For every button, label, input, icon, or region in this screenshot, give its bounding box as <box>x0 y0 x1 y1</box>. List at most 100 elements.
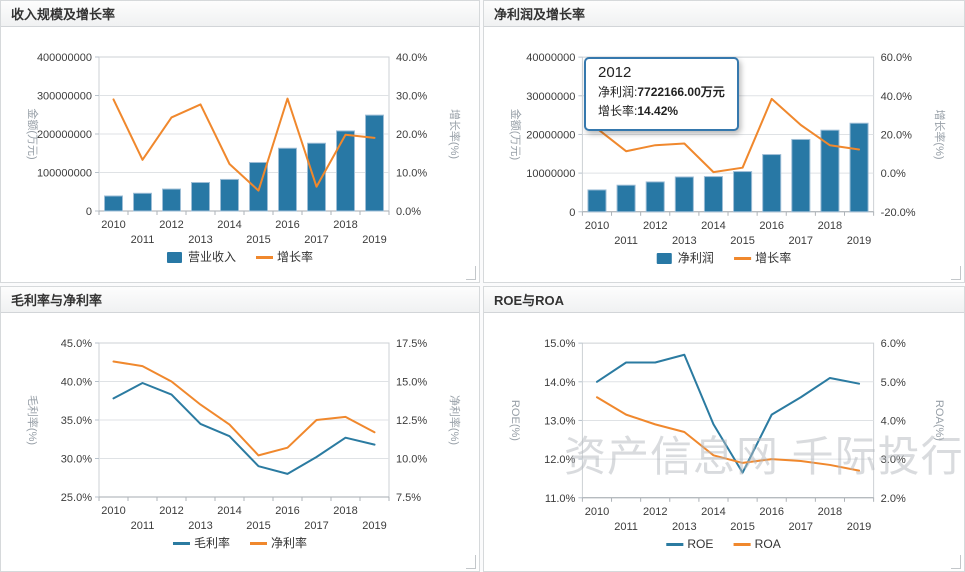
right-axis-title: ROA(%) <box>933 400 945 441</box>
panel-body: 11.0% 12.0% 13.0% 14.0% 15.0% 2.0% 3.0% 4.0% 5.0… <box>484 313 964 571</box>
bar[interactable] <box>733 171 753 213</box>
left-axis-tick-label: 13.0% <box>544 415 575 427</box>
right-axis-tick-label: 0.0% <box>396 206 421 218</box>
right-axis-title: 增长率(%) <box>933 109 947 159</box>
x-axis-label: 2010 <box>101 219 125 231</box>
line-series[interactable] <box>112 97 376 192</box>
left-axis-tick-label: 30000000 <box>526 91 575 103</box>
bar-series <box>104 114 384 212</box>
bar[interactable] <box>820 129 840 213</box>
bar[interactable] <box>762 154 782 213</box>
right-axis-tick-label: 5.0% <box>881 377 906 389</box>
right-axis-tick-label: 3.0% <box>881 454 906 466</box>
left-axis-tick-label: 14.0% <box>544 377 575 389</box>
left-axis-tick-label: 10000000 <box>526 168 575 180</box>
x-axis-label: 2016 <box>759 220 784 232</box>
left-axis-tick-label: 11.0% <box>545 493 576 505</box>
panel-revenue-growth: 收入规模及增长率 0 100000000 200000000 300000000 400… <box>0 0 480 283</box>
right-axis-tick-label: 17.5% <box>396 338 427 350</box>
x-axis-label: 2017 <box>304 234 328 246</box>
x-axis-label: 2012 <box>159 219 183 231</box>
bar-series <box>587 122 869 213</box>
right-axis-tick-label: 4.0% <box>881 415 906 427</box>
x-axis-label: 2015 <box>246 234 270 246</box>
tooltip-label: 增长率: <box>598 104 638 119</box>
x-axis-label: 2010 <box>585 506 610 518</box>
x-axis-label: 2016 <box>759 506 784 518</box>
x-axis-label: 2012 <box>643 220 668 232</box>
x-axis-label: 2014 <box>701 506 726 518</box>
legend: 净利润 增长率 <box>656 250 791 265</box>
legend-item[interactable]: 毛利率 <box>172 535 230 550</box>
x-axis-label: 2015 <box>730 521 755 533</box>
bar[interactable] <box>703 176 723 213</box>
legend-label: 营业收入 <box>188 250 236 264</box>
left-axis-title: 毛利率(%) <box>26 395 40 445</box>
legend-item[interactable]: 增长率 <box>256 249 313 264</box>
left-axis-title: 金额(万元) <box>26 108 40 159</box>
line-series[interactable] <box>595 396 861 472</box>
bar[interactable] <box>849 122 869 213</box>
bar[interactable] <box>133 192 152 212</box>
line-series[interactable] <box>595 97 861 174</box>
x-axis-label: 2013 <box>672 521 697 533</box>
panel-header: ROE与ROA <box>484 287 964 313</box>
legend: 毛利率 净利率 <box>172 535 307 550</box>
legend-item[interactable]: ROE <box>666 537 713 551</box>
x-axis-label: 2014 <box>217 219 241 231</box>
x-axis-label: 2016 <box>275 219 299 231</box>
left-axis-tick-label: 15.0% <box>544 338 575 350</box>
legend: 营业收入 增长率 <box>166 249 313 264</box>
tooltip-row-growth: 增长率:14.42% <box>598 102 725 121</box>
bar[interactable] <box>365 114 384 212</box>
x-axis-label: 2017 <box>304 520 328 532</box>
legend-item[interactable]: 净利润 <box>656 251 714 265</box>
tooltip-year: 2012 <box>598 64 632 81</box>
x-axis-label: 2015 <box>730 235 755 247</box>
line-series[interactable] <box>595 353 861 474</box>
panel-body: 0 10000000 20000000 30000000 40000000 -20.0% 0… <box>484 27 964 282</box>
bar[interactable] <box>307 142 326 212</box>
legend-item[interactable]: 增长率 <box>734 250 791 265</box>
left-axis-tick-label: 400000000 <box>37 52 92 64</box>
left-axis-tick-label: 40000000 <box>526 52 575 64</box>
bar[interactable] <box>587 189 607 213</box>
bar[interactable] <box>220 178 239 212</box>
bar[interactable] <box>191 182 210 212</box>
line-series[interactable] <box>112 382 376 475</box>
bar[interactable] <box>674 176 694 213</box>
x-axis-label: 2018 <box>818 506 843 518</box>
line-series[interactable] <box>112 360 376 457</box>
legend-item[interactable]: ROA <box>733 537 782 551</box>
x-axis-label: 2019 <box>362 520 386 532</box>
bar[interactable] <box>645 181 665 213</box>
right-axis-title: 净利率(%) <box>448 395 462 445</box>
x-axis-label: 2019 <box>362 234 386 246</box>
bar[interactable] <box>104 195 123 212</box>
x-axis-label: 2010 <box>585 220 610 232</box>
left-axis-tick-label: 100000000 <box>37 168 92 180</box>
left-axis-title: ROE(%) <box>509 400 521 441</box>
legend-bar-marker <box>166 252 182 263</box>
x-axis-label: 2017 <box>789 235 814 247</box>
bar[interactable] <box>162 188 181 212</box>
panel-header: 收入规模及增长率 <box>1 1 479 27</box>
panel-title: ROE与ROA <box>494 293 565 308</box>
bar[interactable] <box>278 147 297 212</box>
x-axis-label: 2014 <box>701 220 726 232</box>
x-axis-label: 2012 <box>159 505 183 517</box>
left-axis-tick-label: 0 <box>86 206 92 218</box>
bar[interactable] <box>616 184 636 213</box>
margin-chart: 25.0% 30.0% 35.0% 40.0% 45.0% 7.5% 10.0% 12.5% 1… <box>26 338 462 550</box>
tooltip-row-netprofit: 净利润:7722166.00万元 <box>598 83 725 102</box>
bar[interactable] <box>791 138 811 213</box>
panel-netprofit-growth: 净利润及增长率 0 10000000 20000000 30000000 4000000… <box>483 0 965 283</box>
panel-header: 净利润及增长率 <box>484 1 964 27</box>
bar[interactable] <box>336 130 355 212</box>
left-axis-title: 金额(万元) <box>509 109 523 160</box>
legend-item[interactable]: 营业收入 <box>166 250 236 264</box>
right-axis-tick-label: 15.0% <box>396 377 427 389</box>
x-axis-label: 2018 <box>333 505 357 517</box>
panel-roe-roa: ROE与ROA 11.0% 12.0% 13.0% 14.0% 15.0% 2.0% 3.0… <box>483 286 965 572</box>
legend-item[interactable]: 净利率 <box>250 535 307 550</box>
